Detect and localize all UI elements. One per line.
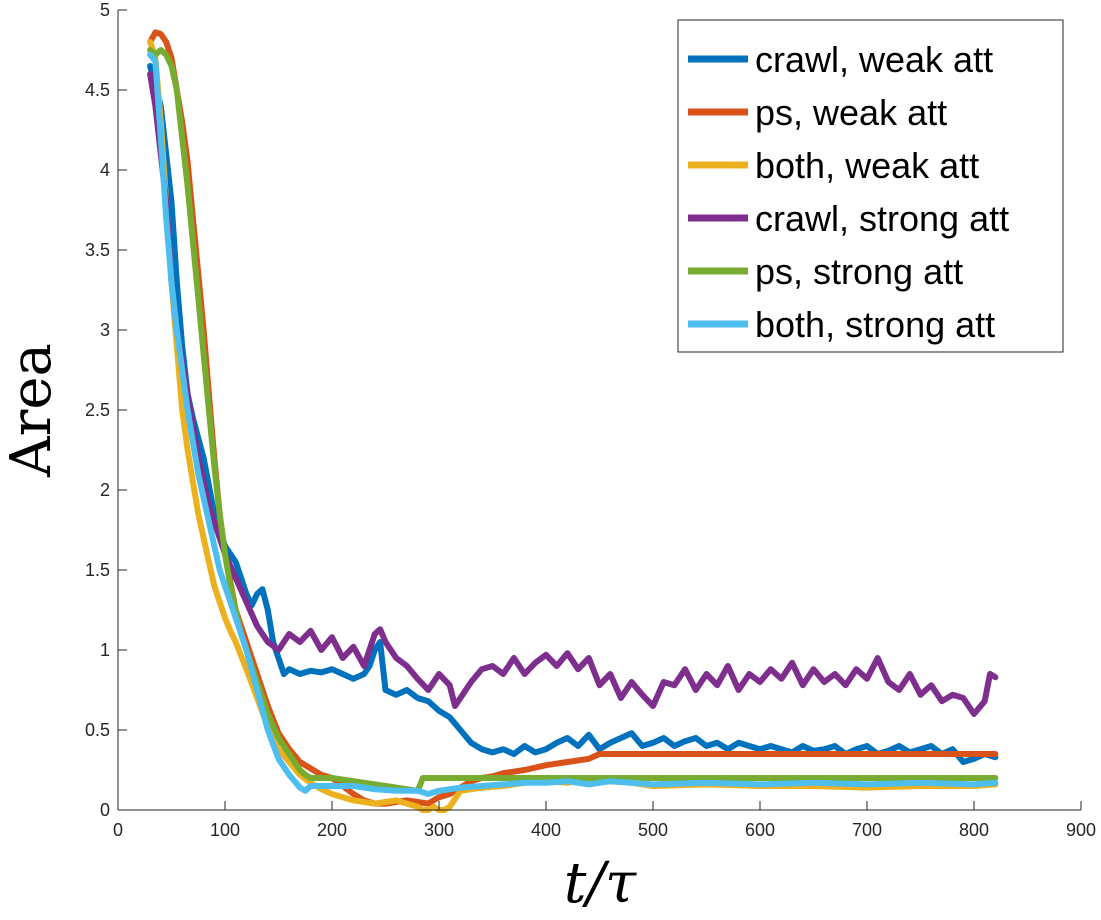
legend-label-6: both, strong att	[755, 304, 995, 345]
y-axis-title: Area	[0, 343, 64, 478]
x-tick-label: 400	[531, 820, 561, 840]
x-tick-label: 300	[424, 820, 454, 840]
x-tick-label: 200	[317, 820, 347, 840]
x-tick-label: 900	[1066, 820, 1096, 840]
legend-label-4: crawl, strong att	[755, 198, 1009, 239]
x-axis-title: t/τ	[564, 851, 637, 916]
legend: crawl, weak att ps, weak att both, weak at…	[677, 19, 1064, 353]
y-tick-label: 1.5	[85, 560, 110, 580]
legend-items: crawl, weak att ps, weak att both, weak at…	[688, 39, 1009, 345]
x-tick-label: 600	[745, 820, 775, 840]
legend-label-2: ps, weak att	[755, 92, 947, 133]
legend-label-5: ps, strong att	[755, 251, 963, 292]
y-tick-label: 2	[100, 480, 110, 500]
x-tick-label: 700	[852, 820, 882, 840]
y-tick-label: 2.5	[85, 400, 110, 420]
legend-label-1: crawl, weak att	[755, 39, 993, 80]
legend-box	[677, 19, 1064, 353]
series-line-6	[147, 51, 999, 797]
series-line-4	[147, 71, 999, 717]
y-tick-label: 4.5	[85, 80, 110, 100]
y-tick-label: 3.5	[85, 240, 110, 260]
y-tick-label: 0	[100, 800, 110, 820]
y-tick-label: 5	[100, 0, 110, 20]
y-tick-label: 1	[100, 640, 110, 660]
y-tick-label: 3	[100, 320, 110, 340]
x-tick-label: 500	[638, 820, 668, 840]
y-tick-label: 0.5	[85, 720, 110, 740]
legend-label-3: both, weak att	[755, 145, 979, 186]
x-tick-label: 0	[113, 820, 123, 840]
series-line-1	[147, 63, 999, 765]
x-ticks: 0 100 200 300 400 500 600 700 800 900	[113, 801, 1096, 840]
y-ticks: 0 0.5 1 1.5 2 2.5 3 3.5 4 4.5 5	[85, 0, 127, 820]
series-line-5	[147, 47, 999, 794]
x-tick-label: 800	[959, 820, 989, 840]
series-layer	[147, 29, 999, 813]
x-tick-label: 100	[210, 820, 240, 840]
y-tick-label: 4	[100, 160, 110, 180]
